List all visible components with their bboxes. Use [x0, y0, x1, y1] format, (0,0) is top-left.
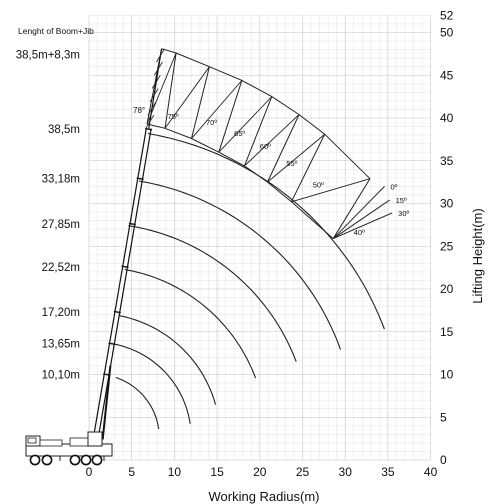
jib-vertical-brace	[153, 61, 163, 76]
boom-angle-label: 70º	[206, 118, 217, 127]
boom-length-label: 33,18m	[42, 174, 80, 186]
boom-length-label: 17,20m	[42, 307, 80, 319]
boom-length-label: 13,65m	[42, 339, 80, 351]
x-tick-label: 25	[296, 465, 310, 479]
chart-title: Lenght of Boom+Jib	[18, 26, 94, 36]
boom-arc	[138, 180, 342, 350]
boom-arc	[119, 315, 217, 405]
jib-vertical-brace	[147, 101, 157, 116]
y-tick-label: 20	[440, 282, 454, 296]
x-tick-label: 30	[339, 465, 353, 479]
y-tick-label: 52	[440, 8, 454, 22]
jib-vertical-brace	[151, 75, 161, 89]
y-tick-label: 5	[440, 410, 447, 424]
x-tick-label: 35	[381, 465, 395, 479]
jib-offset-label: 0º	[390, 182, 397, 191]
boom-section-mark	[113, 310, 121, 314]
boom-angle-label: 55º	[286, 159, 297, 168]
jib-vertical-brace	[156, 48, 165, 63]
boom-arc	[124, 268, 257, 379]
jib-brace	[291, 178, 371, 203]
boom-angle-label: 75º	[168, 112, 179, 121]
y-tick-label: 40	[440, 111, 454, 125]
x-tick-label: 20	[253, 465, 267, 479]
x-tick-label: 10	[168, 465, 182, 479]
y-tick-label: 25	[440, 239, 454, 253]
boom-angle-label: 65º	[234, 129, 245, 138]
x-tick-label: 40	[424, 465, 438, 479]
y-tick-label: 45	[440, 68, 454, 82]
jib-line	[164, 52, 177, 129]
boom-chord	[97, 128, 152, 439]
x-axis-label: Working Radius(m)	[208, 489, 319, 504]
jib-offset-label: 15º	[396, 196, 407, 205]
jib-line	[267, 114, 300, 183]
boom-section-mark	[121, 265, 129, 269]
jib-brace	[244, 114, 300, 167]
y-tick-label: 50	[440, 26, 454, 40]
jib-line	[290, 134, 326, 203]
boom-angle-label: 40º	[354, 228, 365, 237]
boom-length-label: 22,52m	[42, 262, 80, 274]
boom-length-label: 10,10m	[42, 370, 80, 382]
jib-line	[243, 96, 273, 167]
jib-brace	[218, 96, 273, 153]
chart-labels: Lenght of Boom+Jib 78° Working Radius(m)…	[16, 8, 485, 504]
boom-length-label: 38,5m	[48, 124, 80, 136]
jib-tip-arc	[161, 48, 371, 180]
boom-angle-label: 78°	[133, 106, 145, 115]
boom-head-arc	[146, 123, 334, 239]
boom-section-mark	[136, 177, 144, 180]
boom-angle-label: 50º	[313, 180, 324, 189]
jib-vertical	[148, 48, 163, 129]
jib-line	[190, 66, 210, 139]
boom-section-mark	[108, 342, 116, 346]
boom	[92, 48, 165, 440]
y-tick-label: 30	[440, 197, 454, 211]
jib-brace	[164, 66, 210, 129]
boom-section-mark	[128, 222, 136, 226]
jib-line	[332, 178, 371, 239]
jib-offset-label: 30º	[398, 209, 409, 218]
jib-vertical-brace	[149, 88, 159, 102]
jib-offset-line	[332, 186, 385, 239]
jib-vertical-brace	[145, 114, 155, 129]
boom-arc	[115, 376, 160, 430]
jib-offset-line	[332, 199, 390, 239]
y-tick-label: 10	[440, 368, 454, 382]
x-tick-label: 0	[86, 465, 93, 479]
y-tick-label: 35	[440, 154, 454, 168]
boom-angle-label: 60º	[260, 142, 271, 151]
boom-chord	[92, 127, 148, 438]
jib-line	[218, 80, 243, 153]
y-axis-label: Lifting Height(m)	[470, 208, 485, 303]
boom-length-label: 27,85m	[42, 219, 80, 231]
mobile-crane-icon	[25, 431, 113, 466]
boom-section-mark	[145, 127, 153, 131]
y-tick-label: 0	[440, 453, 447, 467]
y-tick-label: 15	[440, 325, 454, 339]
grid	[88, 15, 431, 461]
x-tick-label: 15	[210, 465, 224, 479]
boom-arc	[128, 225, 297, 362]
boom-arc	[114, 343, 191, 424]
jib-brace	[267, 133, 325, 183]
x-tick-label: 5	[128, 465, 135, 479]
jib-brace	[191, 80, 243, 139]
jib-offset-line	[333, 212, 393, 240]
boom-length-label: 38,5m+8,3m	[16, 50, 80, 62]
luffing-cylinder	[101, 365, 112, 440]
